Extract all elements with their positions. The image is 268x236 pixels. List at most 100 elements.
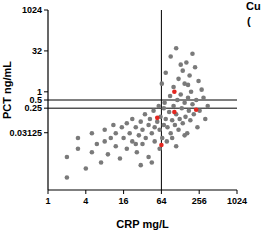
point <box>160 81 165 86</box>
point <box>171 85 176 90</box>
point <box>162 106 167 111</box>
point <box>176 128 181 133</box>
point <box>201 96 206 101</box>
point <box>190 52 195 57</box>
point <box>138 163 143 168</box>
title: Cu <box>246 0 261 12</box>
x-axis-label: CRP mg/L <box>116 218 169 230</box>
point <box>102 139 107 144</box>
x-tick <box>199 190 200 194</box>
point <box>155 116 160 121</box>
point <box>90 131 95 136</box>
point <box>111 123 116 128</box>
point <box>182 100 187 105</box>
point <box>146 123 151 128</box>
point <box>162 100 167 105</box>
point <box>106 152 111 157</box>
point <box>170 118 175 123</box>
point <box>186 96 191 101</box>
point <box>143 112 148 117</box>
point <box>84 166 89 171</box>
point <box>178 92 183 97</box>
point <box>120 125 125 130</box>
point <box>187 73 192 78</box>
point <box>180 68 185 73</box>
x-tick-label: 16 <box>119 196 129 206</box>
point <box>95 142 100 147</box>
point <box>125 147 130 152</box>
point <box>205 104 210 109</box>
x-tick-label: 1 <box>45 196 50 206</box>
point <box>135 150 140 155</box>
x-tick-label: 1024 <box>227 196 247 206</box>
point <box>165 125 170 130</box>
y-tick <box>44 108 48 109</box>
point <box>102 128 107 133</box>
point <box>172 110 177 115</box>
x-tick <box>237 190 238 194</box>
point <box>194 107 199 112</box>
point <box>149 131 154 136</box>
y-axis-label: PCT ng/mL <box>1 61 13 119</box>
point <box>167 110 172 115</box>
point <box>172 90 177 95</box>
point <box>65 155 70 160</box>
point <box>196 79 201 84</box>
subtitle: ( <box>247 15 251 27</box>
point <box>180 121 185 126</box>
reference-line <box>48 100 237 101</box>
x-tick <box>85 190 86 194</box>
point <box>184 60 189 65</box>
point <box>186 83 191 88</box>
point <box>187 109 192 114</box>
point <box>163 71 168 76</box>
y-tick-label: 0.03125 <box>9 128 42 138</box>
x-tick-label: 256 <box>192 196 207 206</box>
point <box>179 106 184 111</box>
point <box>76 147 81 152</box>
point <box>121 136 126 141</box>
chart: 14166425610240.031250.250.51321024CRP mg… <box>0 0 268 236</box>
point <box>203 117 208 122</box>
point <box>152 139 157 144</box>
x-tick <box>161 190 162 194</box>
point <box>149 160 154 165</box>
point <box>193 65 198 70</box>
point <box>173 123 178 128</box>
point <box>188 118 193 123</box>
point <box>152 125 157 130</box>
point <box>190 102 195 107</box>
x-tick <box>48 190 49 194</box>
x-tick <box>123 190 124 194</box>
point <box>151 109 156 114</box>
point <box>182 133 187 138</box>
point <box>140 142 145 147</box>
points <box>65 46 210 180</box>
point <box>189 90 194 95</box>
point <box>177 117 182 122</box>
x-tick-label: 64 <box>156 196 166 206</box>
point <box>90 150 95 155</box>
point <box>159 143 164 148</box>
point <box>163 117 168 122</box>
point <box>108 136 113 141</box>
point <box>130 117 135 122</box>
point <box>65 175 70 180</box>
point <box>195 125 200 130</box>
point <box>156 104 161 109</box>
x-tick-label: 4 <box>83 196 88 206</box>
point <box>125 121 130 126</box>
point <box>199 87 204 92</box>
y-tick-label: 1024 <box>22 5 42 15</box>
point <box>133 142 138 147</box>
x-axis <box>48 189 237 190</box>
point <box>148 117 153 122</box>
point <box>176 77 181 82</box>
point <box>137 133 142 138</box>
point <box>194 98 199 103</box>
point <box>183 115 188 120</box>
point <box>140 128 145 133</box>
point <box>171 104 176 109</box>
point <box>138 119 143 124</box>
point <box>174 144 179 149</box>
